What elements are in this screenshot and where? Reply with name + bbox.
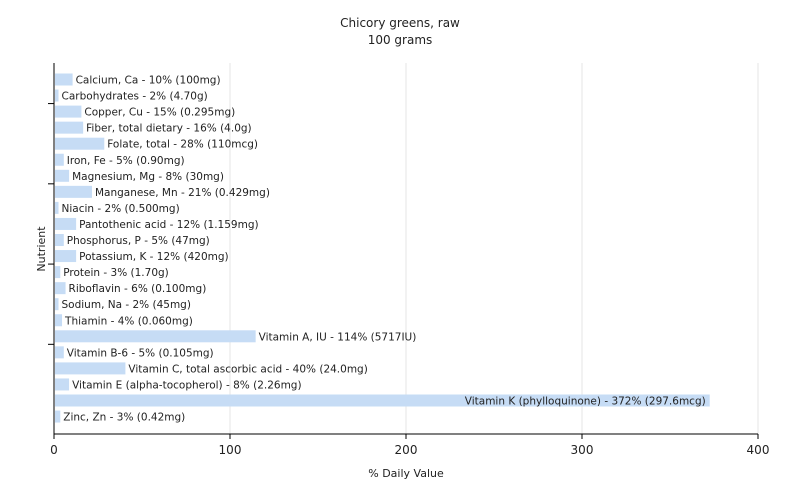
bar-label: Potassium, K - 12% (420mg) [79,251,229,263]
bar-label: Vitamin B-6 - 5% (0.105mg) [67,347,214,359]
bar [55,330,256,343]
bars: Calcium, Ca - 10% (100mg) Carbohydrates -… [55,73,710,424]
chart-title: Chicory greens, raw [340,16,460,30]
bar-label: Phosphorus, P - 5% (47mg) [67,235,210,247]
bar-label: Vitamin C, total ascorbic acid - 40% (24… [128,363,367,375]
bar [55,298,59,311]
bar [55,234,64,246]
bar [55,185,92,198]
x-tick-label: 100 [219,443,242,457]
bar [55,346,64,359]
bar [55,217,77,230]
bar-label: Pantothenic acid - 12% (1.159mg) [79,219,258,231]
y-axis-label: Nutrient [35,226,48,272]
bar [55,201,59,214]
bar-label: Riboflavin - 6% (0.100mg) [69,283,207,295]
bar-label: Copper, Cu - 15% (0.295mg) [84,107,235,119]
bar [55,105,82,118]
bar [55,137,105,150]
axes: 0 100 200 300 400 [48,63,769,457]
bar [55,121,84,134]
bar [55,73,73,86]
bar [55,362,126,375]
x-tick-label: 0 [50,443,58,457]
bar-label: Manganese, Mn - 21% (0.429mg) [95,187,270,199]
bar [55,169,70,182]
bar-label: Iron, Fe - 5% (0.90mg) [67,155,185,167]
bar-label: Niacin - 2% (0.500mg) [62,203,180,215]
bar-label: Thiamin - 4% (0.060mg) [64,315,193,327]
bar [55,314,63,327]
x-axis-label: % Daily Value [368,467,444,480]
bar-label: Magnesium, Mg - 8% (30mg) [72,171,224,183]
bar [55,266,61,279]
x-tick-label: 400 [747,443,770,457]
bar-label: Zinc, Zn - 3% (0.42mg) [63,412,185,424]
bar [55,410,61,423]
bar-label: Vitamin A, IU - 114% (5717IU) [259,331,417,343]
bar [55,250,77,263]
bar-label: Vitamin K (phylloquinone) - 372% (297.6m… [465,396,706,408]
bar [55,394,710,407]
bar [55,153,64,166]
grid [229,63,759,434]
x-tick-label: 200 [395,443,418,457]
bar-label: Calcium, Ca - 10% (100mg) [76,75,221,87]
x-tick-label: 300 [571,443,594,457]
bar [55,89,59,102]
bar-label: Folate, total - 28% (110mcg) [107,139,258,151]
bar-label: Protein - 3% (1.70g) [63,267,169,279]
bar-label: Vitamin E (alpha-tocopherol) - 8% (2.26m… [72,379,302,391]
bar-label: Fiber, total dietary - 16% (4.0g) [86,123,251,135]
bar-label: Sodium, Na - 2% (45mg) [62,299,191,311]
bar-label: Carbohydrates - 2% (4.70g) [62,91,208,103]
bar [55,282,66,295]
bar [55,378,70,391]
chart-subtitle: 100 grams [368,33,433,47]
